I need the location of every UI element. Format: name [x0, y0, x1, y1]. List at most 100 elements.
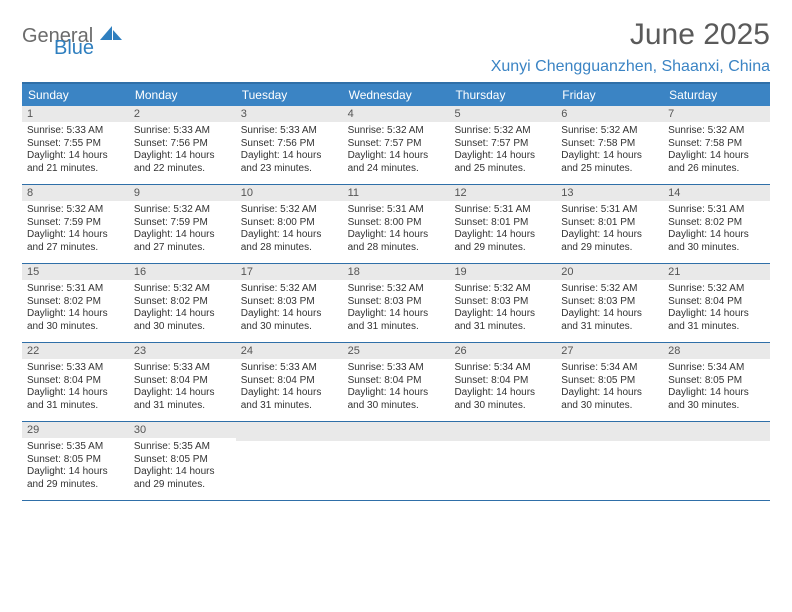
day-body: Sunrise: 5:35 AMSunset: 8:05 PMDaylight:…: [129, 438, 236, 496]
day-number: 27: [556, 343, 663, 359]
day-number: 25: [343, 343, 450, 359]
empty-cell: [343, 422, 450, 500]
day-number: 6: [556, 106, 663, 122]
day-cell: 25Sunrise: 5:33 AMSunset: 8:04 PMDayligh…: [343, 343, 450, 421]
day-number: 28: [663, 343, 770, 359]
day-number: 16: [129, 264, 236, 280]
day-body: Sunrise: 5:33 AMSunset: 8:04 PMDaylight:…: [343, 359, 450, 417]
logo: General Blue: [22, 18, 124, 57]
day-cell: 1Sunrise: 5:33 AMSunset: 7:55 PMDaylight…: [22, 106, 129, 184]
day-cell: 14Sunrise: 5:31 AMSunset: 8:02 PMDayligh…: [663, 185, 770, 263]
day-number: 18: [343, 264, 450, 280]
day-body: Sunrise: 5:33 AMSunset: 7:56 PMDaylight:…: [129, 122, 236, 180]
day-cell: 19Sunrise: 5:32 AMSunset: 8:03 PMDayligh…: [449, 264, 556, 342]
day-cell: 21Sunrise: 5:32 AMSunset: 8:04 PMDayligh…: [663, 264, 770, 342]
day-number: 29: [22, 422, 129, 438]
day-body: Sunrise: 5:31 AMSunset: 8:02 PMDaylight:…: [22, 280, 129, 338]
day-cell: 30Sunrise: 5:35 AMSunset: 8:05 PMDayligh…: [129, 422, 236, 500]
day-number: [663, 422, 770, 441]
day-number: 10: [236, 185, 343, 201]
day-body: Sunrise: 5:31 AMSunset: 8:01 PMDaylight:…: [556, 201, 663, 259]
day-cell: 3Sunrise: 5:33 AMSunset: 7:56 PMDaylight…: [236, 106, 343, 184]
week-row: 22Sunrise: 5:33 AMSunset: 8:04 PMDayligh…: [22, 343, 770, 422]
day-cell: 27Sunrise: 5:34 AMSunset: 8:05 PMDayligh…: [556, 343, 663, 421]
empty-cell: [556, 422, 663, 500]
day-number: 5: [449, 106, 556, 122]
day-cell: 2Sunrise: 5:33 AMSunset: 7:56 PMDaylight…: [129, 106, 236, 184]
day-number: [343, 422, 450, 441]
day-cell: 15Sunrise: 5:31 AMSunset: 8:02 PMDayligh…: [22, 264, 129, 342]
day-body: Sunrise: 5:32 AMSunset: 7:58 PMDaylight:…: [663, 122, 770, 180]
day-number: 26: [449, 343, 556, 359]
day-body: Sunrise: 5:32 AMSunset: 8:03 PMDaylight:…: [556, 280, 663, 338]
day-body: Sunrise: 5:32 AMSunset: 8:04 PMDaylight:…: [663, 280, 770, 338]
day-cell: 22Sunrise: 5:33 AMSunset: 8:04 PMDayligh…: [22, 343, 129, 421]
day-body: [556, 441, 663, 449]
day-number: 13: [556, 185, 663, 201]
weekday-header: Tuesday: [236, 84, 343, 106]
day-body: Sunrise: 5:33 AMSunset: 8:04 PMDaylight:…: [236, 359, 343, 417]
day-cell: 16Sunrise: 5:32 AMSunset: 8:02 PMDayligh…: [129, 264, 236, 342]
day-number: 14: [663, 185, 770, 201]
location: Xunyi Chengguanzhen, Shaanxi, China: [491, 58, 770, 76]
day-number: 3: [236, 106, 343, 122]
day-number: [449, 422, 556, 441]
day-number: 1: [22, 106, 129, 122]
weekday-header: Sunday: [22, 84, 129, 106]
day-cell: 11Sunrise: 5:31 AMSunset: 8:00 PMDayligh…: [343, 185, 450, 263]
day-number: 23: [129, 343, 236, 359]
day-number: 7: [663, 106, 770, 122]
day-body: Sunrise: 5:32 AMSunset: 7:58 PMDaylight:…: [556, 122, 663, 180]
day-cell: 12Sunrise: 5:31 AMSunset: 8:01 PMDayligh…: [449, 185, 556, 263]
logo-text: General Blue: [22, 24, 124, 57]
day-cell: 7Sunrise: 5:32 AMSunset: 7:58 PMDaylight…: [663, 106, 770, 184]
day-number: 22: [22, 343, 129, 359]
day-body: [343, 441, 450, 449]
day-number: 15: [22, 264, 129, 280]
calendar-page: General Blue June 2025 Xunyi Chengguanzh…: [0, 0, 792, 519]
day-body: Sunrise: 5:32 AMSunset: 7:57 PMDaylight:…: [343, 122, 450, 180]
day-cell: 13Sunrise: 5:31 AMSunset: 8:01 PMDayligh…: [556, 185, 663, 263]
day-cell: 23Sunrise: 5:33 AMSunset: 8:04 PMDayligh…: [129, 343, 236, 421]
day-body: Sunrise: 5:32 AMSunset: 7:59 PMDaylight:…: [22, 201, 129, 259]
day-cell: 10Sunrise: 5:32 AMSunset: 8:00 PMDayligh…: [236, 185, 343, 263]
day-number: 21: [663, 264, 770, 280]
day-body: [236, 441, 343, 449]
day-number: 17: [236, 264, 343, 280]
day-cell: 26Sunrise: 5:34 AMSunset: 8:04 PMDayligh…: [449, 343, 556, 421]
day-number: 4: [343, 106, 450, 122]
weekday-header: Thursday: [449, 84, 556, 106]
day-cell: 24Sunrise: 5:33 AMSunset: 8:04 PMDayligh…: [236, 343, 343, 421]
day-body: Sunrise: 5:31 AMSunset: 8:00 PMDaylight:…: [343, 201, 450, 259]
day-cell: 9Sunrise: 5:32 AMSunset: 7:59 PMDaylight…: [129, 185, 236, 263]
day-body: Sunrise: 5:34 AMSunset: 8:04 PMDaylight:…: [449, 359, 556, 417]
title-block: June 2025 Xunyi Chengguanzhen, Shaanxi, …: [491, 18, 770, 76]
day-number: 30: [129, 422, 236, 438]
empty-cell: [449, 422, 556, 500]
day-body: [663, 441, 770, 449]
day-body: Sunrise: 5:33 AMSunset: 7:56 PMDaylight:…: [236, 122, 343, 180]
week-row: 8Sunrise: 5:32 AMSunset: 7:59 PMDaylight…: [22, 185, 770, 264]
calendar: SundayMondayTuesdayWednesdayThursdayFrid…: [22, 82, 770, 501]
day-cell: 8Sunrise: 5:32 AMSunset: 7:59 PMDaylight…: [22, 185, 129, 263]
day-body: Sunrise: 5:32 AMSunset: 8:03 PMDaylight:…: [343, 280, 450, 338]
day-body: Sunrise: 5:32 AMSunset: 7:57 PMDaylight:…: [449, 122, 556, 180]
day-body: Sunrise: 5:32 AMSunset: 8:03 PMDaylight:…: [449, 280, 556, 338]
day-cell: 5Sunrise: 5:32 AMSunset: 7:57 PMDaylight…: [449, 106, 556, 184]
day-cell: 28Sunrise: 5:34 AMSunset: 8:05 PMDayligh…: [663, 343, 770, 421]
day-body: Sunrise: 5:33 AMSunset: 8:04 PMDaylight:…: [129, 359, 236, 417]
sail-icon: [98, 24, 124, 42]
weekday-header-row: SundayMondayTuesdayWednesdayThursdayFrid…: [22, 84, 770, 106]
day-number: 11: [343, 185, 450, 201]
day-number: 19: [449, 264, 556, 280]
day-cell: 29Sunrise: 5:35 AMSunset: 8:05 PMDayligh…: [22, 422, 129, 500]
day-body: Sunrise: 5:32 AMSunset: 8:02 PMDaylight:…: [129, 280, 236, 338]
empty-cell: [236, 422, 343, 500]
day-number: 20: [556, 264, 663, 280]
header: General Blue June 2025 Xunyi Chengguanzh…: [22, 18, 770, 76]
day-number: 12: [449, 185, 556, 201]
day-number: 9: [129, 185, 236, 201]
day-body: Sunrise: 5:32 AMSunset: 8:00 PMDaylight:…: [236, 201, 343, 259]
logo-blue: Blue: [54, 39, 124, 57]
weekday-header: Friday: [556, 84, 663, 106]
